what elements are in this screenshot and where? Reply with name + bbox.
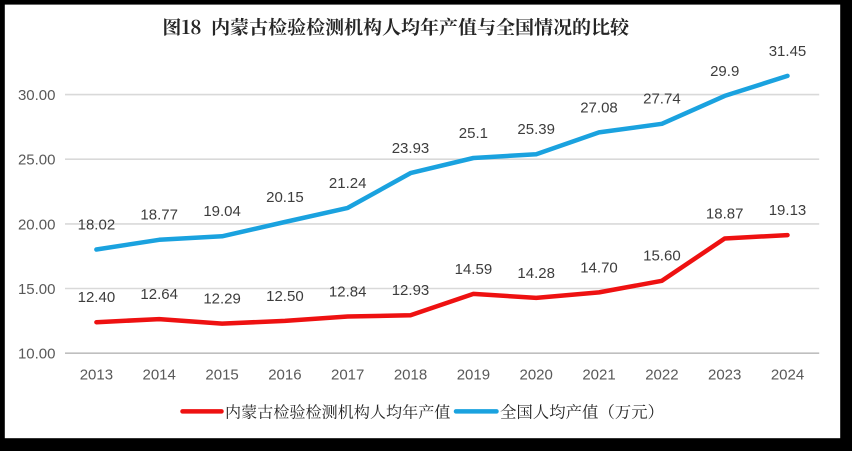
svg-text:25.00: 25.00 bbox=[18, 152, 56, 169]
svg-text:18.87: 18.87 bbox=[706, 205, 744, 222]
svg-text:19.13: 19.13 bbox=[769, 202, 807, 219]
svg-text:12.84: 12.84 bbox=[329, 283, 367, 300]
svg-text:2019: 2019 bbox=[457, 366, 490, 383]
svg-text:20.15: 20.15 bbox=[266, 189, 304, 206]
svg-text:12.40: 12.40 bbox=[78, 289, 116, 306]
svg-text:21.24: 21.24 bbox=[329, 175, 367, 192]
svg-text:2018: 2018 bbox=[394, 366, 427, 383]
svg-text:20.00: 20.00 bbox=[18, 216, 56, 233]
svg-text:25.1: 25.1 bbox=[459, 125, 488, 142]
svg-text:18.77: 18.77 bbox=[140, 207, 178, 224]
svg-text:29.9: 29.9 bbox=[710, 63, 739, 80]
svg-text:12.64: 12.64 bbox=[140, 286, 178, 303]
svg-text:12.29: 12.29 bbox=[203, 291, 241, 308]
svg-text:2022: 2022 bbox=[645, 366, 678, 383]
svg-text:23.93: 23.93 bbox=[392, 140, 430, 157]
svg-text:2017: 2017 bbox=[331, 366, 364, 383]
svg-text:2014: 2014 bbox=[143, 366, 176, 383]
svg-text:18.02: 18.02 bbox=[78, 216, 116, 233]
svg-text:12.50: 12.50 bbox=[266, 288, 304, 305]
svg-text:27.08: 27.08 bbox=[580, 99, 618, 116]
svg-text:2013: 2013 bbox=[80, 366, 113, 383]
svg-text:15.00: 15.00 bbox=[18, 281, 56, 298]
svg-text:14.70: 14.70 bbox=[580, 259, 618, 276]
svg-text:19.04: 19.04 bbox=[203, 203, 241, 220]
svg-text:2015: 2015 bbox=[205, 366, 238, 383]
svg-text:14.59: 14.59 bbox=[455, 261, 493, 278]
svg-text:2023: 2023 bbox=[708, 366, 741, 383]
svg-text:2024: 2024 bbox=[771, 366, 804, 383]
svg-text:2016: 2016 bbox=[268, 366, 301, 383]
svg-text:31.45: 31.45 bbox=[769, 43, 807, 60]
svg-text:2020: 2020 bbox=[520, 366, 553, 383]
svg-text:27.74: 27.74 bbox=[643, 91, 681, 108]
svg-text:12.93: 12.93 bbox=[392, 282, 430, 299]
svg-text:15.60: 15.60 bbox=[643, 248, 681, 265]
svg-text:2021: 2021 bbox=[582, 366, 615, 383]
svg-text:14.28: 14.28 bbox=[517, 265, 555, 282]
svg-text:10.00: 10.00 bbox=[18, 346, 56, 363]
svg-text:25.39: 25.39 bbox=[517, 121, 555, 138]
svg-text:30.00: 30.00 bbox=[18, 87, 56, 104]
